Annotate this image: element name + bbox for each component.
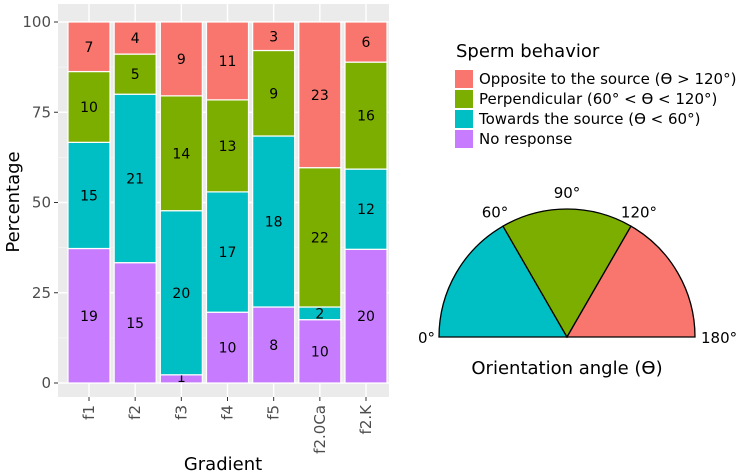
bar-segment [205,21,250,101]
data-label: 15 [80,188,98,204]
legend: Sperm behavior Opposite to the source (ϴ… [455,41,736,148]
data-label: 2 [315,306,324,322]
y-tick-label: 100 [22,13,51,31]
data-label: 23 [311,88,329,104]
data-label: 11 [219,54,237,70]
data-label: 5 [131,67,140,83]
data-label: 6 [362,35,371,51]
inset-angle-label: 180° [701,329,737,347]
x-tick-label: f5 [265,405,283,420]
legend-title: Sperm behavior [456,41,600,62]
data-label: 8 [269,338,278,354]
inset-angle-label: 0° [418,329,435,347]
inset-angle-label: 60° [482,203,509,221]
y-axis: 0 25 50 75 100 [22,13,58,392]
data-label: 13 [219,139,237,155]
legend-key [455,90,473,108]
bar-segment [113,53,157,95]
bar-segment [205,99,250,193]
bar-segment [159,95,203,212]
inset-sector [502,208,632,339]
y-tick-label: 50 [32,194,51,212]
legend-label: No response [479,130,572,148]
data-label: 20 [172,286,190,302]
legend-label: Perpendicular (60° < ϴ < 120°) [479,90,717,108]
data-label: 7 [85,40,94,56]
data-label: 1 [177,370,186,386]
data-label: 10 [311,344,329,360]
x-tick-label: f2.0Ca [311,405,329,454]
bars: 1915107152154120149101713118189310222232… [67,21,388,386]
bar-segment [159,210,203,376]
x-tick-label: f4 [219,405,237,420]
legend-label: Opposite to the source (ϴ > 120°) [479,70,736,88]
bar-segment [344,168,388,250]
bar-segment [252,135,296,308]
legend-key [455,110,473,128]
x-tick-label: f1 [80,405,98,420]
x-tick-label: f2.K [357,404,375,435]
data-label: 4 [131,31,140,47]
legend-label: Towards the source (ϴ < 60°) [478,110,700,128]
bar-segment [344,61,388,170]
data-label: 15 [126,316,144,332]
bar-segment [252,306,296,384]
data-label: 9 [177,52,186,68]
x-tick-label: f3 [172,405,190,420]
y-axis-title: Percentage [3,151,24,252]
legend-key [455,70,473,88]
data-label: 16 [357,109,375,125]
bar-segment [298,167,342,308]
bar-segment [67,141,111,250]
bar-segment [113,93,157,264]
inset-sector [565,225,696,338]
bar-segment [252,21,296,52]
inset-title: Orientation angle (ϴ) [471,358,662,379]
data-label: 10 [80,100,98,116]
bar-segment [252,49,296,137]
y-tick-label: 75 [32,103,51,121]
inset-angle-label: 90° [554,184,581,202]
data-label: 17 [219,245,237,261]
bar-segment [113,262,157,384]
y-tick-label: 25 [32,284,51,302]
data-label: 21 [126,171,144,187]
bar-segment [113,21,157,55]
data-label: 9 [269,86,278,102]
data-label: 20 [357,309,375,325]
inset-angle-label: 120° [621,203,657,221]
bar-segment [344,21,388,63]
data-label: 12 [357,202,375,218]
data-label: 10 [219,341,237,357]
data-label: 19 [80,309,98,325]
data-label: 18 [265,215,283,231]
orientation-inset: 0° 60° 90° 120° 180° Orientation angle (ϴ) [418,184,737,379]
data-label: 22 [311,230,329,246]
bar-segment [298,319,342,384]
bar-segment [159,21,203,97]
bar-segment [67,70,111,143]
x-axis: f1 f2 f3 f4 f5 f2.0Ca f2.K [80,397,375,454]
x-axis-title: Gradient [184,454,262,473]
bar-segment [298,21,342,169]
legend-key [455,130,473,148]
data-label: 3 [269,29,278,45]
inset-sector [438,225,569,338]
x-tick-label: f2 [126,405,144,420]
bar-segment [67,21,111,73]
data-label: 14 [172,146,190,162]
y-tick-label: 0 [41,374,51,392]
